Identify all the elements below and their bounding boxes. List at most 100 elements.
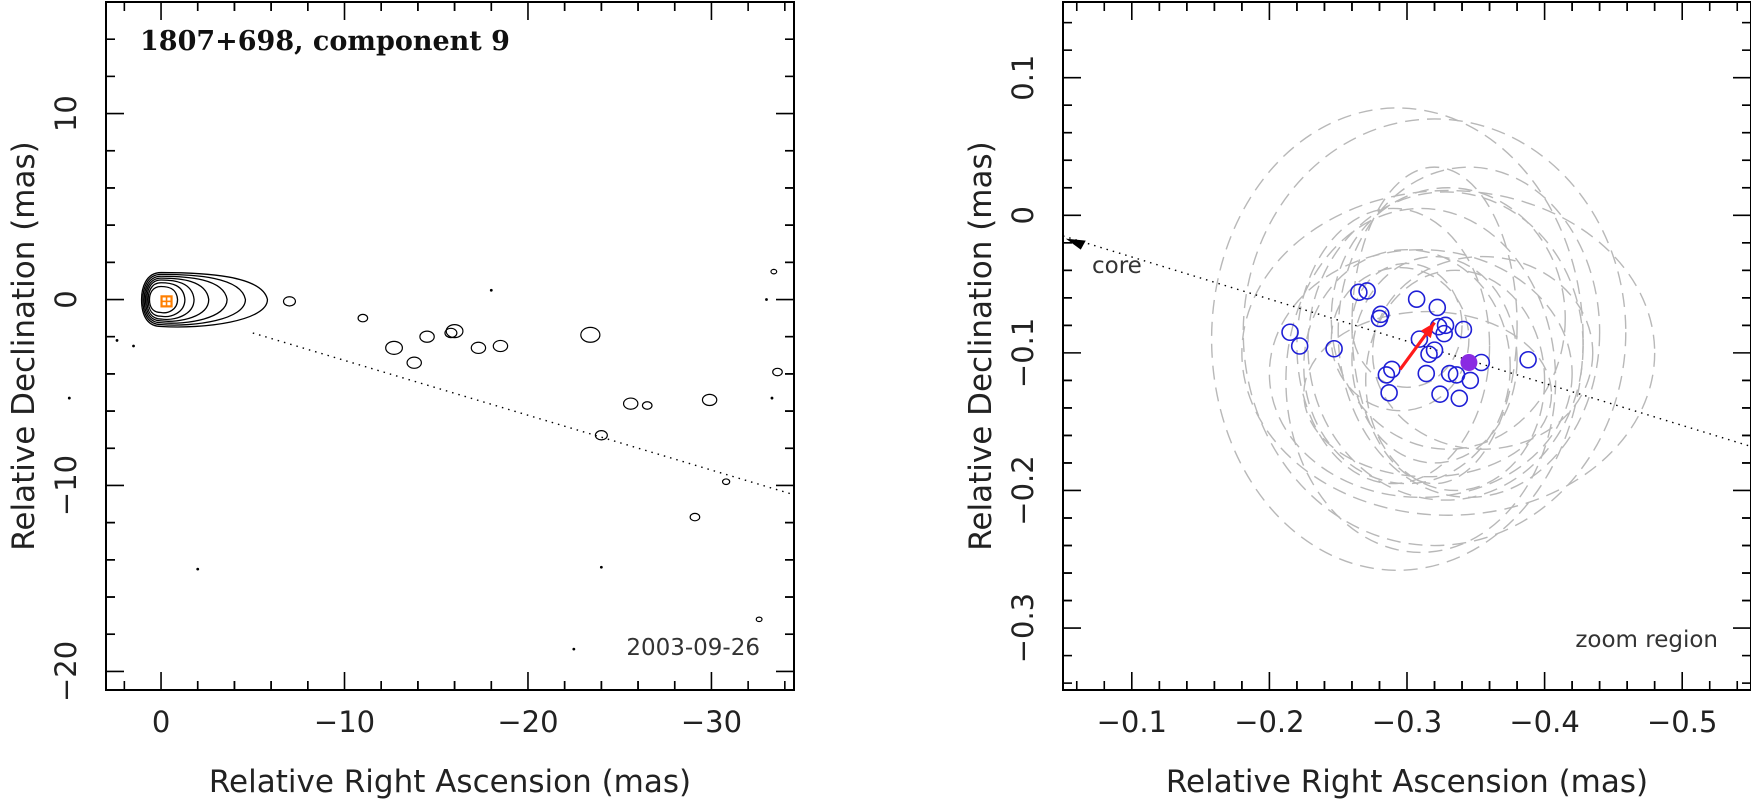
zoom-region-label: zoom region [1575,627,1718,653]
contour-blob [470,341,487,355]
contour-blob [641,401,653,410]
contour-speck [132,344,135,348]
y-axis-label: Relative Declination (mas) [963,141,999,551]
contour-speck [770,396,774,400]
component-position [1450,389,1469,408]
contour-level [142,273,247,326]
error-ellipse [1307,191,1584,501]
component-position [1420,345,1438,364]
component-position [1461,371,1480,390]
component-position [1407,290,1426,309]
y-tick-label: 0.1 [1006,55,1040,101]
error-ellipse [1351,262,1463,388]
x-tick-label: −20 [497,705,558,739]
contour-level [146,279,195,321]
component-position [1410,330,1429,348]
left-panel-contour-map: 0 −10 −20 −30 10 0 −10 −20 Relative Right Ascens… [6,1,795,800]
contour-blob [385,340,403,355]
x-tick-label: −10 [314,705,375,739]
x-tick-label: −0.1 [1097,705,1167,739]
component-position [1281,323,1299,342]
y-tick-label: 10 [49,95,83,132]
error-ellipse [1303,248,1511,485]
error-ellipse [1285,207,1557,554]
component-position [1290,337,1309,355]
x-tick-label: −0.4 [1509,705,1579,739]
contour-blob [689,512,701,522]
contour-blob [406,356,422,369]
x-axis-label: Relative Right Ascension (mas) [1166,764,1648,800]
component-position [1350,283,1368,302]
plot-frame [105,1,795,691]
y-tick-label: −20 [49,641,83,702]
contour-blob [770,268,778,275]
y-axis-label: Relative Declination (mas) [6,141,42,551]
contour-level [148,285,179,314]
component-position [1435,324,1453,343]
error-ellipse [1268,248,1573,499]
contour-speck [67,396,71,400]
contour-speck [489,288,493,292]
y-tick-label: −10 [49,455,83,516]
x-tick-label: −0.2 [1234,705,1304,739]
component-position [1372,305,1390,324]
y-tick-label: −0.2 [1006,455,1040,525]
contour-blob [701,393,718,407]
contour-speck [115,339,119,342]
contour-blob [755,616,763,623]
component-position [1377,366,1396,384]
plot-frame [1062,1,1751,691]
contour-blob [492,339,509,353]
component-position [1431,385,1449,403]
contour-blob [622,397,639,410]
component-position [1425,341,1444,359]
contour-blob [772,367,783,377]
plot-title: 1807+698, component 9 [140,26,510,57]
contour-blob [580,326,601,343]
component-position [1417,364,1436,383]
x-tick-label: 0 [152,705,170,739]
right-panel-zoom-scatter: −0.1 −0.2 −0.3 −0.4 −0.5 0.1 0 −0.1 −0.2 −0.3 Rela… [963,1,1751,800]
component-position [1454,320,1473,339]
x-tick-label: −0.3 [1372,705,1442,739]
observation-date: 2003-09-26 [626,635,760,661]
contour-blob [445,324,464,339]
error-ellipse [1242,118,1627,547]
error-ellipse [1337,166,1601,499]
contour-blob [721,478,731,486]
error-ellipse [1330,266,1470,412]
y-tick-label: 0 [1006,206,1040,224]
contour-blob [419,330,435,343]
contour-blob [282,296,297,307]
error-ellipse [1371,255,1594,450]
error-ellipse [1330,187,1566,450]
mean-position [1460,354,1478,372]
error-ellipse [1296,207,1491,485]
component-position [1440,364,1459,383]
motion-vector-arrowhead [1420,322,1435,339]
component-position [1436,316,1455,335]
error-ellipse [1303,310,1553,478]
component-position [1519,350,1537,369]
error-ellipse [1241,189,1656,516]
contour-speck [196,567,200,571]
component-position [1358,282,1376,300]
x-axis-label: Relative Right Ascension (mas) [209,764,691,800]
contour-level [140,271,269,328]
core-label: core [1092,253,1142,279]
error-ellipse [1210,107,1584,571]
error-ellipse [1351,255,1518,464]
y-tick-label: −0.1 [1006,318,1040,388]
x-tick-label: −0.5 [1647,705,1717,739]
contour-speck [765,298,768,301]
x-tick-label: −30 [681,705,742,739]
component-position [1380,383,1398,402]
component-position [1325,339,1343,358]
contour-level [143,275,228,324]
plot-area [1063,107,1751,571]
error-ellipse [1365,269,1546,492]
contour-speck [572,647,576,651]
y-tick-label: −0.3 [1006,593,1040,663]
contour-blob [357,313,369,323]
